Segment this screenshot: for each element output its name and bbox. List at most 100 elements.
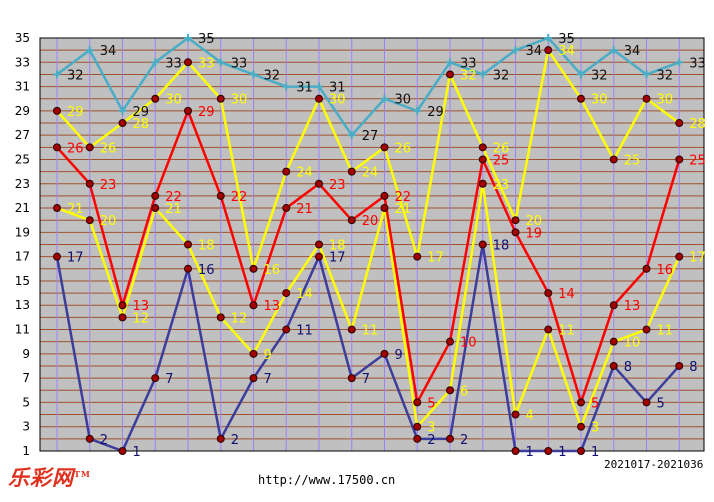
series-lines — [55, 36, 681, 453]
data-label: 22 — [165, 190, 182, 205]
data-point-marker — [85, 143, 94, 152]
data-label: 18 — [198, 239, 215, 254]
data-point-marker — [315, 179, 323, 188]
data-label: 30 — [329, 93, 346, 108]
data-label: 12 — [231, 311, 248, 326]
data-label: 30 — [591, 93, 608, 108]
data-label: 29 — [198, 105, 215, 120]
data-label: 30 — [165, 93, 182, 108]
data-point-marker — [413, 106, 422, 115]
data-label: 29 — [67, 105, 84, 120]
data-point-marker — [315, 252, 323, 261]
data-point-marker — [478, 70, 487, 79]
data-label: 10 — [624, 336, 641, 351]
data-point-marker — [675, 58, 684, 67]
data-point-marker — [347, 167, 356, 176]
data-point-marker — [85, 179, 94, 188]
y-tick-label: 7 — [22, 371, 30, 385]
data-point-marker — [478, 240, 487, 249]
data-label: 22 — [231, 190, 248, 205]
y-tick-label: 15 — [15, 274, 30, 288]
data-label: 34 — [526, 44, 543, 59]
data-point-marker — [544, 325, 553, 334]
data-point-marker — [511, 410, 520, 419]
data-point-marker — [151, 58, 160, 67]
data-point-marker — [53, 70, 61, 79]
data-point-marker — [446, 434, 454, 443]
data-label: 5 — [657, 396, 665, 411]
data-label: 16 — [264, 263, 281, 278]
logo-text: 乐彩网 — [8, 465, 74, 490]
data-point-marker — [151, 204, 160, 213]
data-point-marker — [511, 216, 520, 225]
data-point-marker — [53, 204, 61, 213]
data-label: 35 — [558, 32, 575, 47]
data-point-marker — [85, 434, 94, 443]
data-label: 33 — [689, 56, 706, 71]
y-tick-label: 27 — [15, 128, 30, 142]
data-label: 27 — [362, 129, 379, 144]
series-line-1 — [55, 243, 681, 453]
data-label: 25 — [624, 153, 641, 168]
data-point-marker — [184, 240, 192, 249]
data-point-marker — [446, 386, 454, 395]
data-point-marker — [216, 313, 225, 322]
data-label: 26 — [395, 141, 412, 156]
data-label: 20 — [100, 214, 117, 229]
data-point-marker — [118, 313, 127, 322]
data-label: 33 — [460, 56, 477, 71]
data-point-marker — [347, 374, 356, 383]
data-point-marker — [642, 94, 651, 103]
data-markers — [53, 34, 684, 455]
data-label: 32 — [264, 68, 281, 83]
data-point-marker — [216, 434, 225, 443]
data-label: 2 — [460, 433, 468, 448]
data-point-marker — [511, 447, 520, 455]
data-point-marker — [118, 301, 127, 310]
data-label: 11 — [657, 324, 674, 339]
data-point-marker — [53, 106, 61, 115]
data-point-marker — [380, 191, 389, 200]
data-label: 33 — [165, 56, 182, 71]
data-point-marker — [53, 143, 61, 152]
data-point-marker — [249, 301, 258, 310]
trademark-mark: TM — [74, 469, 91, 479]
data-point-marker — [216, 58, 225, 67]
data-point-marker — [347, 325, 356, 334]
data-point-marker — [642, 398, 651, 407]
data-point-marker — [282, 204, 291, 213]
data-label: 17 — [427, 251, 444, 266]
data-label: 9 — [264, 348, 272, 363]
data-point-marker — [118, 119, 127, 128]
data-point-marker — [249, 349, 258, 358]
data-label: 12 — [133, 311, 150, 326]
data-label: 24 — [296, 166, 313, 181]
data-label: 31 — [296, 81, 313, 96]
data-point-marker — [642, 325, 651, 334]
data-label: 21 — [296, 202, 313, 217]
data-point-marker — [642, 264, 651, 273]
data-point-marker — [544, 34, 553, 42]
data-label: 2 — [100, 433, 108, 448]
data-point-marker — [577, 422, 585, 431]
data-label: 11 — [296, 324, 313, 339]
y-tick-label: 21 — [15, 201, 30, 215]
data-label: 20 — [362, 214, 379, 229]
data-point-marker — [282, 289, 291, 298]
data-label: 14 — [558, 287, 575, 302]
data-label: 33 — [198, 56, 215, 71]
data-point-marker — [85, 216, 94, 225]
data-label: 30 — [231, 93, 248, 108]
data-label: 18 — [493, 239, 510, 254]
data-point-marker — [675, 252, 684, 261]
data-label: 7 — [165, 372, 173, 387]
y-tick-label: 3 — [22, 420, 30, 434]
data-point-marker — [380, 143, 389, 152]
data-label: 31 — [329, 81, 346, 96]
data-label: 21 — [67, 202, 84, 217]
data-point-marker — [282, 167, 291, 176]
series-line-4 — [56, 48, 680, 271]
data-label: 13 — [133, 299, 150, 314]
data-label: 4 — [526, 409, 534, 424]
data-label: 17 — [329, 251, 346, 266]
